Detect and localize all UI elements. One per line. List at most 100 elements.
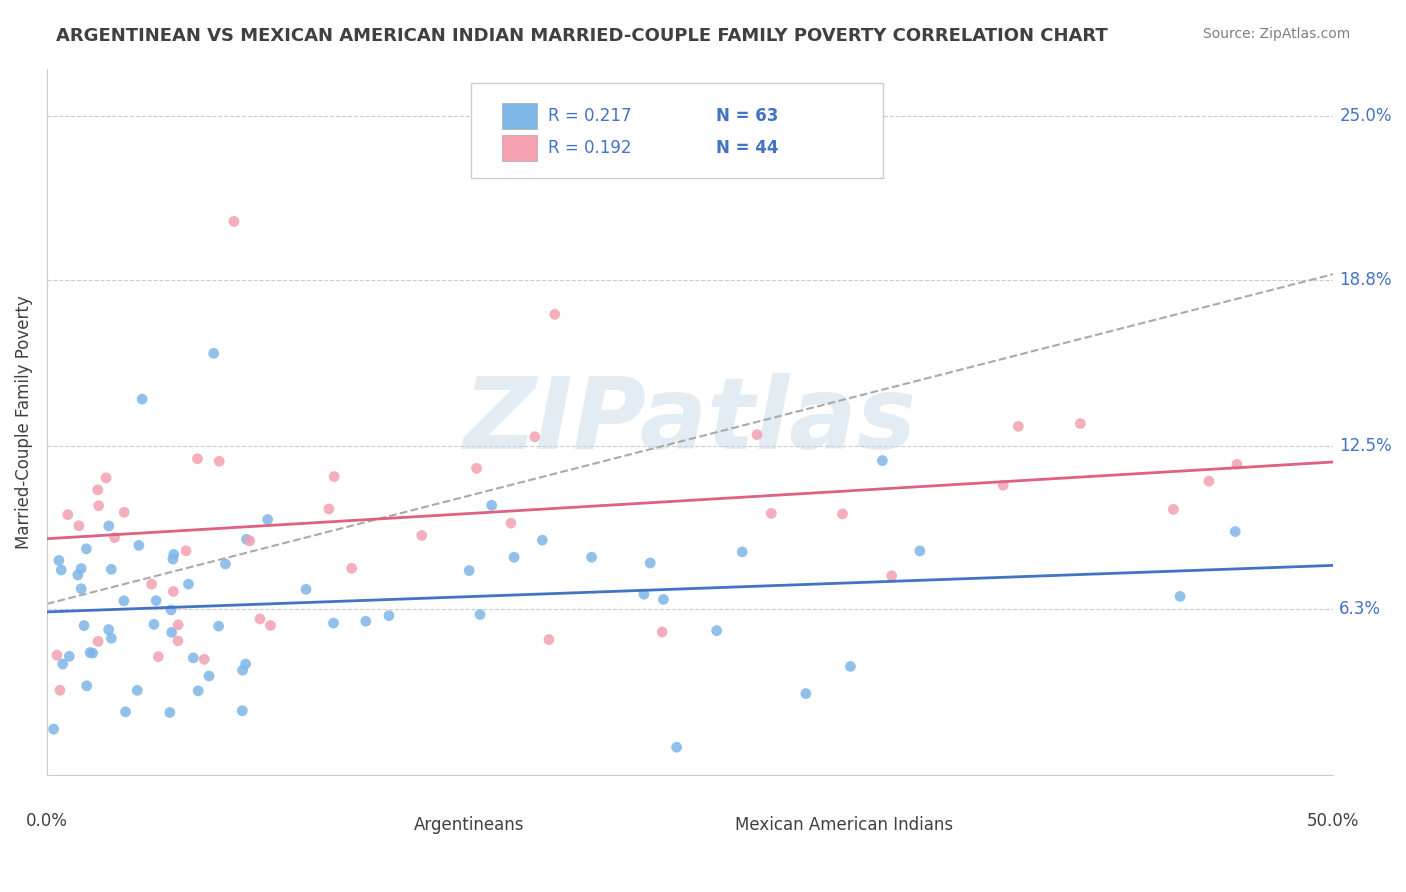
Point [167,634,190,648]
Point [183,651,205,665]
Point [222,214,245,228]
Point [186,451,208,466]
Point [1007,419,1029,434]
Point [544,307,567,321]
Text: ARGENTINEAN VS MEXICAN AMERICAN INDIAN MARRIED-COUPLE FAMILY POVERTY CORRELATION: ARGENTINEAN VS MEXICAN AMERICAN INDIAN M… [56,27,1108,45]
Point [322,616,344,631]
Text: Source: ZipAtlas.com: Source: ZipAtlas.com [1202,27,1350,41]
Point [235,657,257,671]
Point [581,550,603,565]
Point [162,584,184,599]
Point [187,683,209,698]
Point [49,683,72,698]
Point [1198,474,1220,488]
Point [761,507,783,521]
FancyBboxPatch shape [502,103,537,129]
Point [142,617,165,632]
Point [323,469,346,483]
Point [208,454,231,468]
Point [638,556,661,570]
Point [458,564,481,578]
Point [73,618,96,632]
Point [531,533,554,548]
Point [1168,590,1191,604]
Point [97,623,120,637]
Point [128,538,150,552]
Point [295,582,318,597]
Point [1163,502,1185,516]
Point [651,625,673,640]
Point [94,471,117,485]
Text: 18.8%: 18.8% [1340,270,1392,288]
Point [259,618,281,632]
Point [87,634,110,648]
Point [97,519,120,533]
Point [100,562,122,576]
Point [872,453,894,467]
Text: ZIPatlas: ZIPatlas [464,374,917,470]
FancyBboxPatch shape [502,135,537,161]
Point [160,625,183,640]
Point [70,582,93,596]
FancyBboxPatch shape [471,83,883,178]
Point [162,552,184,566]
Point [75,541,97,556]
Point [56,508,79,522]
Point [193,652,215,666]
Point [46,648,69,662]
Point [163,548,186,562]
Text: Argentineans: Argentineans [413,816,524,834]
Point [82,646,104,660]
Point [131,392,153,406]
Point [127,683,149,698]
Circle shape [378,816,409,833]
Point [231,704,253,718]
Point [66,568,89,582]
Point [481,498,503,512]
Point [993,478,1015,492]
Point [87,499,110,513]
Text: R = 0.192: R = 0.192 [548,138,631,157]
Point [499,516,522,530]
Point [67,518,90,533]
Point [177,577,200,591]
Point [141,577,163,591]
Point [51,563,73,577]
Text: Mexican American Indians: Mexican American Indians [735,816,953,834]
Point [148,649,170,664]
Point [79,646,101,660]
Point [114,705,136,719]
Point [42,722,65,736]
Point [235,533,257,547]
Point [503,550,526,565]
Point [100,632,122,646]
Point [794,687,817,701]
Point [340,561,363,575]
Point [318,502,340,516]
Point [706,624,728,638]
Point [52,657,75,671]
Y-axis label: Married-Couple Family Poverty: Married-Couple Family Poverty [15,295,32,549]
Point [880,568,903,582]
Point [174,544,197,558]
Point [202,346,225,360]
Point [1226,458,1249,472]
Point [745,427,768,442]
Point [160,603,183,617]
Point [167,617,190,632]
Point [214,557,236,571]
Point [354,614,377,628]
Text: 25.0%: 25.0% [1340,107,1392,125]
Point [58,649,80,664]
Point [76,679,98,693]
Text: R = 0.217: R = 0.217 [548,107,631,125]
Point [633,587,655,601]
Point [465,461,488,475]
Point [1225,524,1247,539]
Point [652,592,675,607]
Text: N = 44: N = 44 [716,138,778,157]
Point [249,612,271,626]
Point [145,593,167,607]
Point [104,531,127,545]
Circle shape [700,816,731,833]
